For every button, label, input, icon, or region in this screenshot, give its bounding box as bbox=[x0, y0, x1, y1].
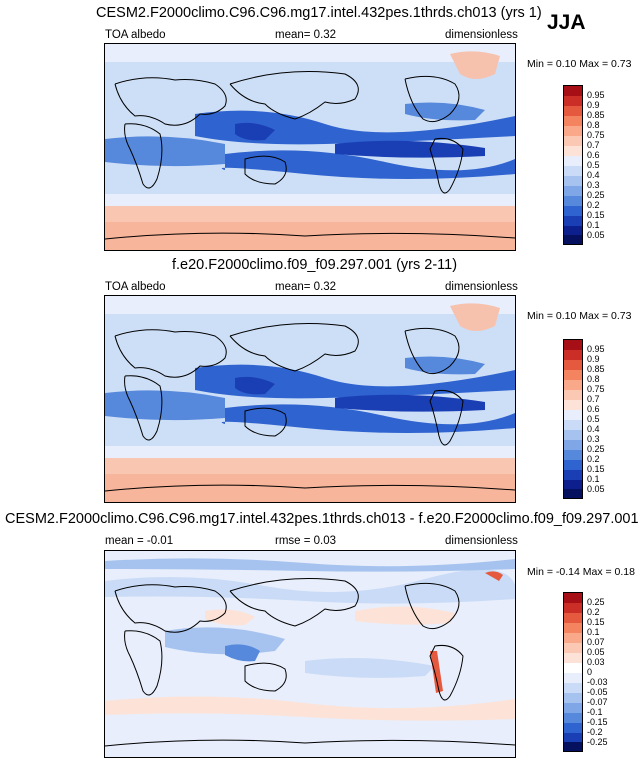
colorbar-tick-label: 0.6 bbox=[587, 404, 600, 414]
colorbar-tick-label: 0.5 bbox=[587, 414, 600, 424]
panel-3-title: CESM2.F2000climo.C96.C96.mg17.intel.432p… bbox=[5, 511, 639, 527]
colorbar-tick-label: 0.1 bbox=[587, 627, 600, 637]
colorbar-tick-label: -0.07 bbox=[587, 697, 608, 707]
colorbar-tick-label: 0.15 bbox=[587, 464, 605, 474]
colorbar-tick-label: 0.25 bbox=[587, 597, 605, 607]
colorbar-tick-label: 0.7 bbox=[587, 140, 600, 150]
colorbar-tick-label: -0.2 bbox=[587, 727, 603, 737]
colorbar-tick-label: 0.15 bbox=[587, 210, 605, 220]
colorbar-tick-label: 0.5 bbox=[587, 160, 600, 170]
colorbar-tick-label: 0.7 bbox=[587, 394, 600, 404]
colorbar-tick-label: 0.05 bbox=[587, 230, 605, 240]
colorbar-tick-label: 0 bbox=[587, 667, 593, 677]
panel-2-map bbox=[104, 295, 516, 503]
panel-2-title: f.e20.F2000climo.f09_f09.297.001 (yrs 2-… bbox=[172, 257, 458, 273]
colorbar-tick-label: 0.85 bbox=[587, 364, 605, 374]
panel-3-colorbar bbox=[563, 592, 583, 752]
panel-3-map-plot bbox=[105, 551, 515, 757]
colorbar-tick-label: 0.8 bbox=[587, 374, 600, 384]
colorbar-tick-label: 0.85 bbox=[587, 110, 605, 120]
panel-3-mean-label: mean = -0.01 bbox=[105, 535, 174, 547]
colorbar-tick-label: 0.1 bbox=[587, 220, 600, 230]
panel-1-map-plot bbox=[105, 44, 515, 250]
colorbar-tick-label: 0.15 bbox=[587, 617, 605, 627]
colorbar-tick-label: 0.2 bbox=[587, 454, 600, 464]
colorbar-tick-label: 0.75 bbox=[587, 130, 605, 140]
panel-1-mean-label: mean= 0.32 bbox=[275, 29, 337, 41]
panel-3-rmse-label: rmse = 0.03 bbox=[275, 535, 337, 547]
colorbar-tick-label: 0.9 bbox=[587, 100, 600, 110]
colorbar-tick-label: -0.25 bbox=[587, 737, 608, 747]
panel-2-mean-label: mean= 0.32 bbox=[275, 281, 337, 293]
colorbar-tick-label: 0.9 bbox=[587, 354, 600, 364]
panel-1-variable-label: TOA albedo bbox=[105, 29, 166, 41]
colorbar-tick-label: 0.05 bbox=[587, 647, 605, 657]
panel-3-minmax: Min = -0.14 Max = 0.18 bbox=[527, 566, 635, 578]
colorbar-tick-label: 0.2 bbox=[587, 607, 600, 617]
colorbar-tick-label: 0.95 bbox=[587, 90, 605, 100]
colorbar-tick-label: 0.2 bbox=[587, 200, 600, 210]
panel-2-map-plot bbox=[105, 296, 515, 502]
colorbar-tick-label: 0.75 bbox=[587, 384, 605, 394]
colorbar-tick-label: 0.05 bbox=[587, 484, 605, 494]
colorbar-tick-label: 0.4 bbox=[587, 424, 600, 434]
colorbar-tick-label: 0.03 bbox=[587, 657, 605, 667]
panel-2-variable-label: TOA albedo bbox=[105, 281, 166, 293]
colorbar-tick-label: -0.1 bbox=[587, 707, 603, 717]
colorbar-tick-label: 0.95 bbox=[587, 344, 605, 354]
colorbar-tick-label: 0.4 bbox=[587, 170, 600, 180]
colorbar-tick-label: 0.6 bbox=[587, 150, 600, 160]
panel-1-title: CESM2.F2000climo.C96.C96.mg17.intel.432p… bbox=[96, 5, 542, 21]
panel-2-minmax: Min = 0.10 Max = 0.73 bbox=[527, 310, 632, 322]
colorbar-tick-label: -0.05 bbox=[587, 687, 608, 697]
colorbar-tick-label: 0.8 bbox=[587, 120, 600, 130]
colorbar-tick-label: 0.25 bbox=[587, 190, 605, 200]
panel-2-colorbar bbox=[563, 339, 583, 499]
panel-3-map bbox=[104, 550, 516, 758]
colorbar-tick-label: -0.15 bbox=[587, 717, 608, 727]
panel-1-minmax: Min = 0.10 Max = 0.73 bbox=[527, 58, 632, 70]
colorbar-tick-label: 0.1 bbox=[587, 474, 600, 484]
colorbar-tick-label: -0.03 bbox=[587, 677, 608, 687]
panel-2-units-label: dimensionless bbox=[445, 281, 518, 293]
panel-1-colorbar bbox=[563, 85, 583, 245]
colorbar-tick-label: 0.25 bbox=[587, 444, 605, 454]
colorbar-tick-label: 0.07 bbox=[587, 637, 605, 647]
panel-1-units-label: dimensionless bbox=[445, 29, 518, 41]
colorbar-tick-label: 0.3 bbox=[587, 434, 600, 444]
season-label: JJA bbox=[547, 11, 586, 34]
panel-3-units-label: dimensionless bbox=[445, 535, 518, 547]
colorbar-tick-label: 0.3 bbox=[587, 180, 600, 190]
panel-1-map bbox=[104, 43, 516, 251]
